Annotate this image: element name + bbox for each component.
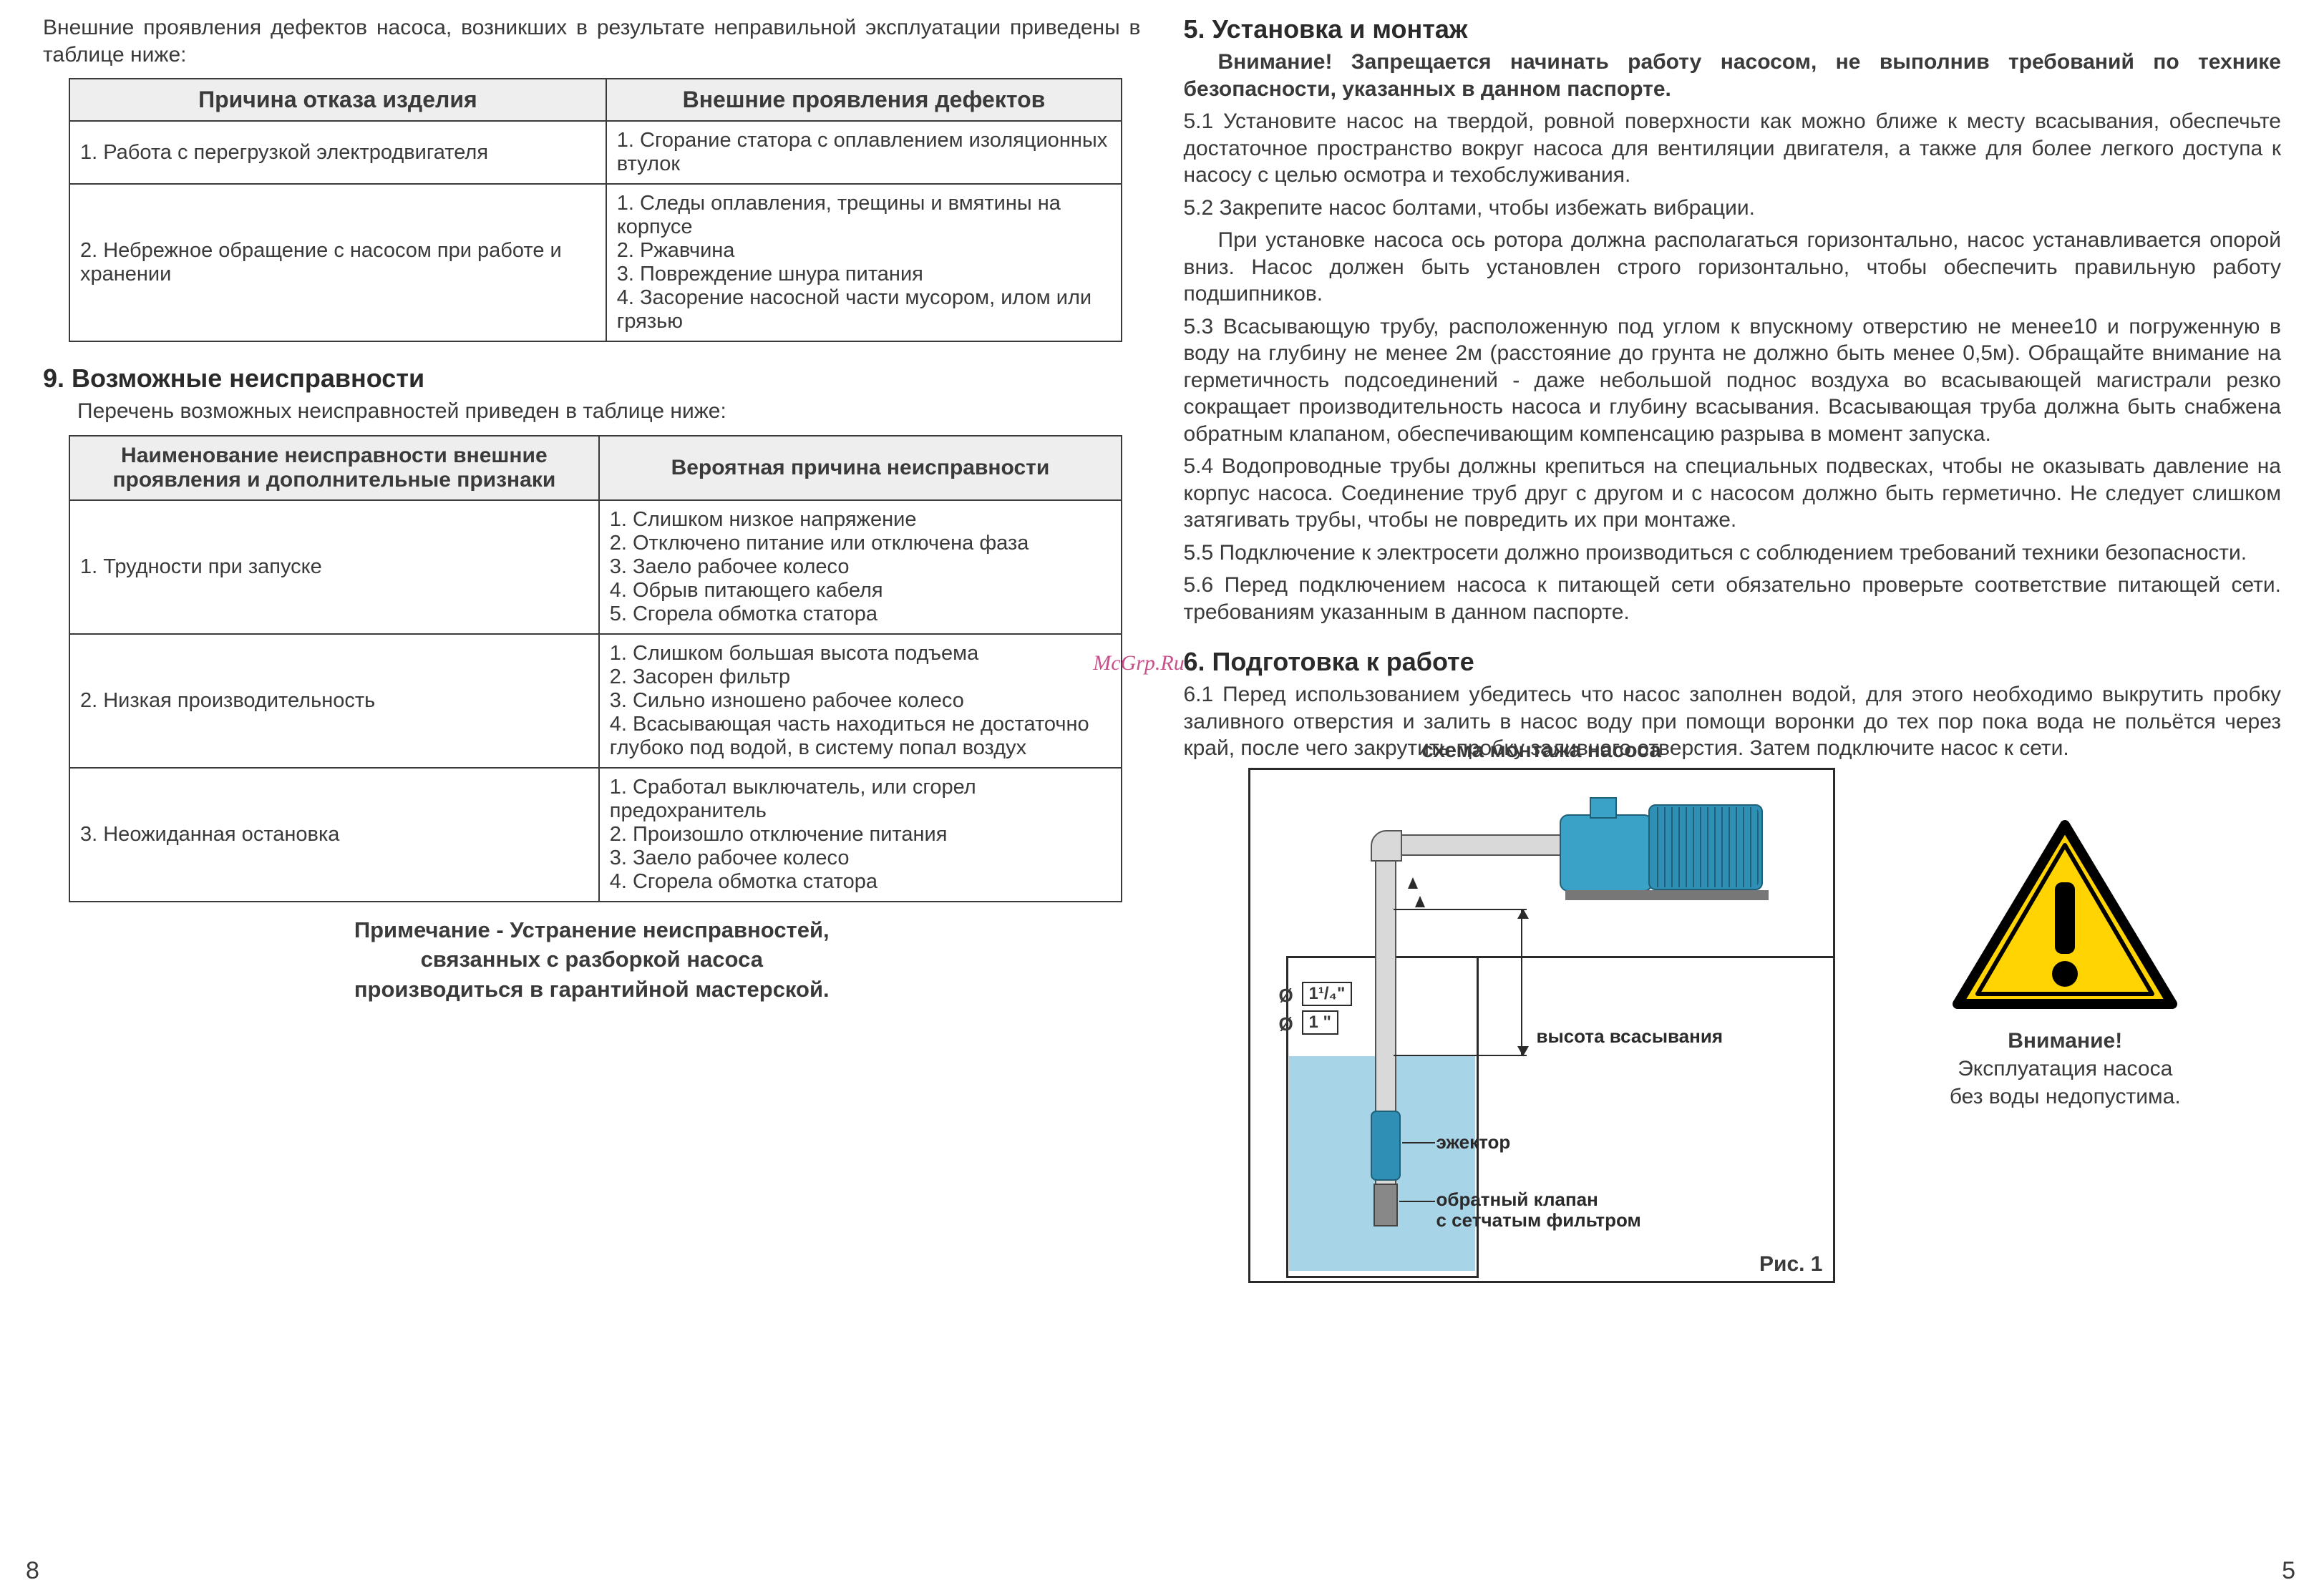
warning-body: Эксплуатация насоса без воды недопустима… <box>1950 1057 2181 1108</box>
p5-5: 5.5 Подключение к электросети должно про… <box>1184 540 2282 567</box>
t2-r2c1: 2. Низкая производительность <box>69 634 599 768</box>
diameter-symbol: Ø <box>1279 985 1293 1007</box>
ground-line <box>1286 956 1833 958</box>
t2-r2c2: 1. Слишком большая высота подъема 2. Зас… <box>599 634 1122 768</box>
heading-9: 9. Возможные неисправности <box>43 364 1141 394</box>
t1-h2: Внешние проявления дефектов <box>606 79 1122 121</box>
heading-6: 6. Подготовка к работе <box>1184 647 2282 677</box>
pump-body <box>1560 814 1653 892</box>
warning-block: Внимание! Эксплуатация насоса без воды н… <box>1835 768 2282 1111</box>
suction-height-arrow <box>1521 910 1522 1055</box>
dim-tick <box>1394 1055 1527 1056</box>
check-valve-label: обратный клапан с сетчатым фильтром <box>1436 1189 1641 1232</box>
suction-pipe-horizontal <box>1394 834 1565 856</box>
p6-1: 6.1 Перед использованием убедитесь что н… <box>1184 681 2282 762</box>
ejector <box>1371 1111 1401 1181</box>
suction-height-label: высота всасывания <box>1537 1026 1723 1048</box>
diagram-title: схема монтажа насоса <box>1421 738 1661 763</box>
t1-r2c1: 2. Небрежное обращение с насосом при раб… <box>69 184 606 341</box>
p5-2b: При установке насоса ось ротора должна р… <box>1184 227 2282 308</box>
pump-outlet <box>1590 797 1617 819</box>
defects-table: Причина отказа изделия Внешние проявлени… <box>69 78 1122 342</box>
warning-title: Внимание! <box>2008 1029 2122 1053</box>
diameter-1: 1¹/₄" <box>1302 982 1353 1006</box>
dim-tick <box>1394 909 1527 910</box>
left-intro: Внешние проявления дефектов насоса, возн… <box>43 14 1141 68</box>
t2-r3c2: 1. Сработал выключатель, или сгорел пред… <box>599 768 1122 902</box>
p5-6: 5.6 Перед подключением насоса к питающей… <box>1184 572 2282 625</box>
diameter-symbol: Ø <box>1279 1013 1293 1035</box>
heading-9-sub: Перечень возможных неисправностей привед… <box>43 398 1141 425</box>
t1-r2c2: 1. Следы оплавления, трещины и вмятины н… <box>606 184 1122 341</box>
leader-line <box>1402 1142 1435 1143</box>
t2-r1c1: 1. Трудности при запуске <box>69 500 599 634</box>
page-number-right: 5 <box>2282 1557 2295 1585</box>
heading-5: 5. Установка и монтаж <box>1184 14 2282 44</box>
pump-diagram: схема монтажа насоса <box>1248 768 1835 1283</box>
diameter-2: 1 " <box>1302 1010 1338 1035</box>
p5-1: 5.1 Установите насос на твердой, ровной … <box>1184 108 2282 189</box>
t1-h1: Причина отказа изделия <box>69 79 606 121</box>
left-column: Внешние проявления дефектов насоса, возн… <box>21 14 1162 1588</box>
t2-h2: Вероятная причина неисправности <box>599 436 1122 500</box>
well-bottom <box>1286 1276 1478 1278</box>
check-valve <box>1374 1184 1398 1226</box>
troubleshoot-table: Наименование неисправности внешние прояв… <box>69 435 1122 902</box>
p5-4: 5.4 Водопроводные трубы должны крепиться… <box>1184 453 2282 534</box>
t2-r3c1: 3. Неожиданная остановка <box>69 768 599 902</box>
right-column: 5. Установка и монтаж Внимание! Запрещае… <box>1162 14 2303 1588</box>
flow-arrow-icon <box>1408 877 1418 889</box>
leader-line <box>1399 1201 1435 1202</box>
t2-h1: Наименование неисправности внешние прояв… <box>69 436 599 500</box>
ejector-label: эжектор <box>1436 1132 1511 1153</box>
t1-r1c2: 1. Сгорание статора с оплавлением изоляц… <box>606 121 1122 184</box>
p5-3: 5.3 Всасывающую трубу, расположенную под… <box>1184 313 2282 448</box>
pipe-elbow <box>1371 830 1402 862</box>
t1-r1c1: 1. Работа с перегрузкой электродвигателя <box>69 121 606 184</box>
service-note: Примечание - Устранение неисправностей, … <box>43 915 1141 1005</box>
flow-arrow-icon <box>1415 896 1425 907</box>
t2-r1c2: 1. Слишком низкое напряжение 2. Отключен… <box>599 500 1122 634</box>
page-number-left: 8 <box>26 1557 39 1585</box>
safety-warning: Внимание! Запрещается начинать работу на… <box>1184 49 2282 102</box>
warning-triangle-icon <box>1950 818 2179 1018</box>
pump-base <box>1565 890 1769 900</box>
motor-fins <box>1651 807 1759 887</box>
p5-2: 5.2 Закрепите насос болтами, чтобы избеж… <box>1184 195 2282 222</box>
figure-caption: Рис. 1 <box>1759 1252 1823 1277</box>
